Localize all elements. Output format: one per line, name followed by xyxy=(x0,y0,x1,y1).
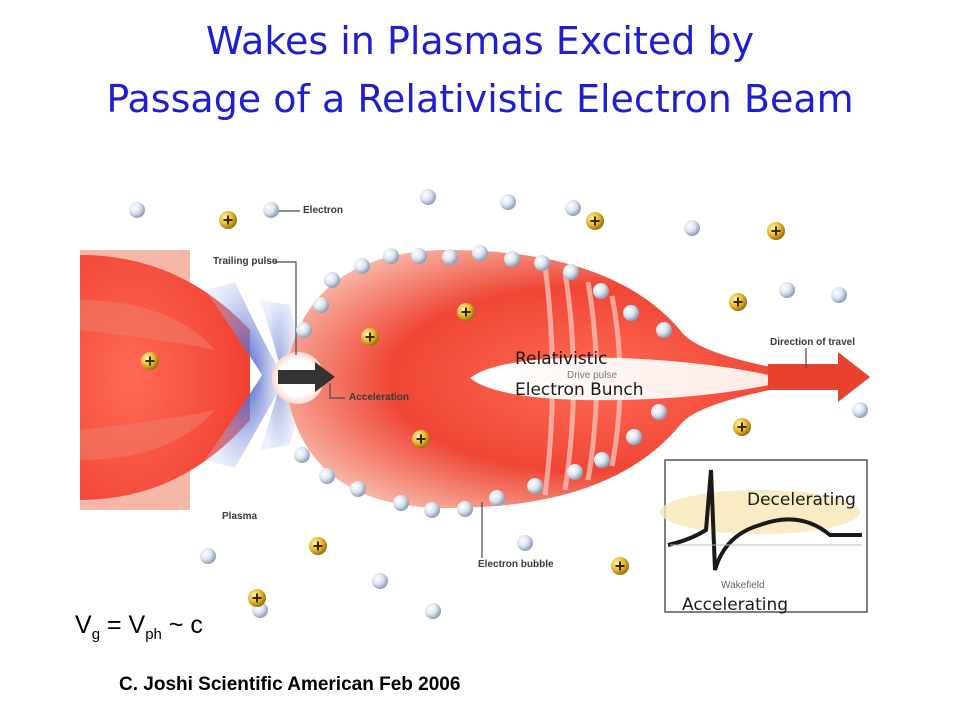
electron-particle xyxy=(565,200,581,216)
electron-particle xyxy=(372,573,388,589)
ion-particle xyxy=(309,537,327,555)
page-title-line-1: Wakes in Plasmas Excited by xyxy=(205,19,755,63)
wakefield-inset xyxy=(660,459,868,613)
electron-particle xyxy=(472,245,488,261)
label-wakefield: Wakefield xyxy=(721,580,765,591)
electron-particle xyxy=(411,248,427,264)
electron-particle xyxy=(563,264,579,280)
electron-particle xyxy=(623,305,639,321)
electron-particle xyxy=(656,322,672,338)
electron-particle xyxy=(294,447,310,463)
phase-velocity-formula: Vg = Vph ~ c xyxy=(75,611,203,643)
page-title-line-2: Passage of a Relativistic Electron Beam xyxy=(106,77,854,121)
ion-particle xyxy=(141,352,159,370)
ion-particle xyxy=(248,589,266,607)
electron-particle xyxy=(393,495,409,511)
ion-particle xyxy=(767,222,785,240)
electron-particle xyxy=(457,501,473,517)
electron-particle xyxy=(779,282,795,298)
label-electron-bubble: Electron bubble xyxy=(478,559,554,570)
label-direction-of-travel: Direction of travel xyxy=(770,337,856,348)
electron-particle xyxy=(296,322,312,338)
acceleration-arrow xyxy=(278,362,335,392)
electron-particle xyxy=(420,189,436,205)
source-credit: C. Joshi Scientific American Feb 2006 xyxy=(119,674,461,695)
electron-particle xyxy=(425,603,441,619)
label-electron: Electron xyxy=(303,205,344,216)
electron-particle xyxy=(626,429,642,445)
electron-particle xyxy=(350,481,366,497)
electron-particle xyxy=(567,464,583,480)
electron-particle xyxy=(383,248,399,264)
electron-particle xyxy=(651,404,667,420)
wakefield-curve xyxy=(667,469,862,571)
label-drive-pulse: Drive pulse xyxy=(567,370,618,381)
label-trailing-pulse: Trailing pulse xyxy=(213,256,278,267)
electron-particle xyxy=(319,468,335,484)
electron-particle xyxy=(263,202,279,218)
electron-particle xyxy=(684,220,700,236)
electron-particle xyxy=(324,272,340,288)
ion-particle xyxy=(586,212,604,230)
electron-particle xyxy=(534,255,550,271)
electron-particle xyxy=(831,287,847,303)
label-accelerating: Accelerating xyxy=(682,595,789,615)
drive-pulse xyxy=(470,357,790,401)
electron-particle xyxy=(594,452,610,468)
ion-particle xyxy=(457,303,475,321)
electron-particle xyxy=(129,202,145,218)
label-plasma: Plasma xyxy=(222,511,258,522)
label-relativistic: Relativistic xyxy=(515,349,608,369)
label-acceleration: Acceleration xyxy=(349,392,410,403)
ion-particle xyxy=(733,418,751,436)
electron-particle xyxy=(852,402,868,418)
ion-particle xyxy=(412,430,430,448)
electron-particle xyxy=(593,283,609,299)
label-decelerating: Decelerating xyxy=(747,490,856,510)
plasma-left-region xyxy=(80,250,250,510)
ion-particles xyxy=(141,211,785,607)
electron-particle xyxy=(442,249,458,265)
electron-particle xyxy=(527,478,543,494)
electron-particle xyxy=(354,258,370,274)
electron-particle xyxy=(424,502,440,518)
direction-arrow xyxy=(768,352,870,402)
electron-particle xyxy=(500,194,516,210)
label-electron-bunch: Electron Bunch xyxy=(515,380,644,400)
electron-particle xyxy=(517,535,533,551)
ion-particle xyxy=(219,211,237,229)
ion-particle xyxy=(611,557,629,575)
ion-particle xyxy=(361,328,379,346)
electron-particle xyxy=(313,297,329,313)
ion-particle xyxy=(729,293,747,311)
electron-particle xyxy=(504,251,520,267)
electron-particle xyxy=(200,548,216,564)
electron-particle xyxy=(489,490,505,506)
